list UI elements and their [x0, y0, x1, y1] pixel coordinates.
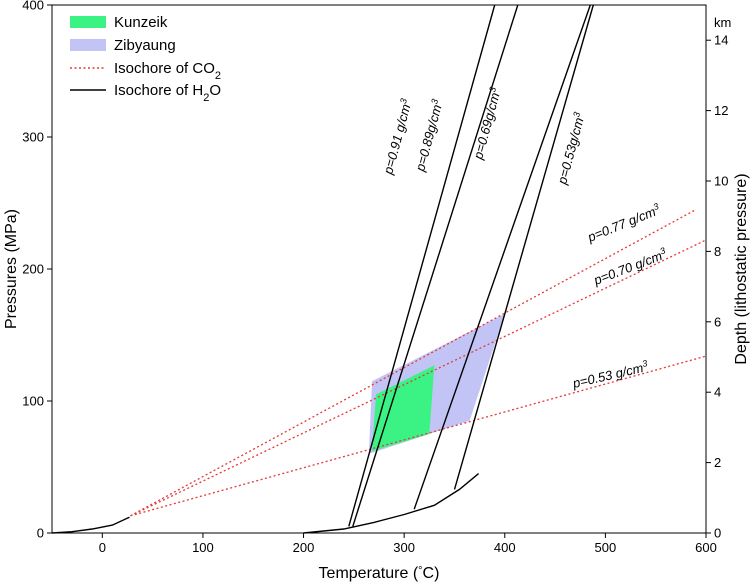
x-tick-label: 200 [293, 540, 315, 555]
y2-tick-label: 4 [714, 385, 721, 400]
x-tick-label: 300 [393, 540, 415, 555]
y2-tick-label: 8 [714, 244, 721, 259]
isochore-lines [130, 4, 707, 527]
x-tick-label: 500 [595, 540, 617, 555]
x-tick-label: 0 [99, 540, 106, 555]
legend-label: Kunzeik [114, 14, 168, 31]
axes: 0 100 200 300 400 500 600010020030040002468101… [3, 0, 750, 582]
legend-swatch [70, 16, 106, 28]
y2-tick-label: 2 [714, 455, 721, 470]
co2-saturation-curve [51, 516, 130, 534]
y-tick-label: 300 [22, 130, 44, 145]
h2o-isochore-line-2 [352, 4, 519, 527]
co2-isochore-line-1 [130, 209, 697, 517]
y-tick-label: 0 [37, 526, 44, 541]
y-tick-label: 400 [22, 0, 44, 13]
h2o-saturation-curve [303, 473, 480, 534]
legend-item-4: Isochore of H2O [70, 82, 221, 104]
legend-item-1: Kunzeik [70, 14, 168, 31]
legend-swatch [70, 39, 106, 51]
h2o-isochore-line-1 [348, 4, 496, 527]
x-tick-label: 400 [494, 540, 516, 555]
legend-label: Zibyaung [114, 37, 176, 54]
legend-label: Isochore of CO2 [114, 60, 221, 82]
x-tick-label: 600 [695, 540, 717, 555]
legend-label: Isochore of H2O [114, 82, 221, 104]
h2o-isochore-line-3 [413, 4, 591, 510]
legend-item-2: Zibyaung [70, 37, 176, 54]
y-tick-label: 200 [22, 262, 44, 277]
kunzeik-region [372, 365, 435, 452]
saturation-curves [51, 473, 480, 534]
legend-item-3: Isochore of CO2 [70, 60, 221, 82]
y2-tick-label: 12 [714, 103, 728, 118]
y2-tick-label: 14 [714, 33, 728, 48]
co2-isochore-line-2 [130, 239, 707, 517]
h2o-isochore-line-4 [453, 4, 594, 490]
y2-tick-label: 10 [714, 174, 728, 189]
y2-tick-label: 6 [714, 314, 721, 329]
x-axis-title: Temperature (°C) [319, 565, 440, 582]
x-tick-label: 100 [192, 540, 214, 555]
y2-unit-label: km [714, 15, 731, 30]
y2-tick-label: 0 [714, 526, 721, 541]
y2-axis-title: Depth (lithostatic pressure) [733, 173, 750, 364]
y-tick-label: 100 [22, 394, 44, 409]
y-axis-title: Pressures (MPa) [3, 209, 20, 329]
co2-isochore-line-3 [130, 355, 707, 517]
